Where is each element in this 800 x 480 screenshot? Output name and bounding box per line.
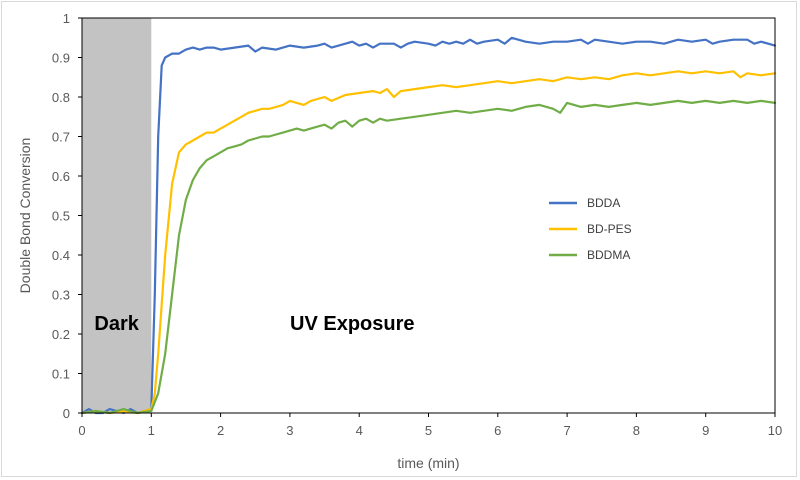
x-tick-label: 2 — [217, 423, 224, 438]
x-tick-label: 0 — [78, 423, 85, 438]
y-tick-label: 0.4 — [52, 248, 70, 263]
y-axis-label: Double Bond Conversion — [17, 138, 33, 294]
y-tick-label: 0.5 — [52, 209, 70, 224]
x-axis-label: time (min) — [397, 455, 459, 471]
y-tick-label: 0.7 — [52, 130, 70, 145]
y-tick-label: 0 — [63, 406, 70, 421]
x-tick-label: 9 — [702, 423, 709, 438]
y-tick-label: 1 — [63, 11, 70, 26]
legend-label: BD-PES — [587, 222, 632, 236]
x-tick-label: 7 — [563, 423, 570, 438]
y-tick-label: 0.2 — [52, 327, 70, 342]
x-tick-label: 1 — [148, 423, 155, 438]
legend-label: BDDMA — [587, 248, 630, 262]
uv-exposure-annotation: UV Exposure — [290, 313, 414, 335]
y-tick-label: 0.1 — [52, 367, 70, 382]
plot-area-border — [81, 17, 776, 414]
y-tick-label: 0.8 — [52, 90, 70, 105]
x-axis-ticks: 0 1 2 3 4 5 6 7 8 9 10 — [78, 413, 782, 438]
y-tick-label: 0.9 — [52, 51, 70, 66]
legend: BDDA BD-PES BDDMA — [549, 196, 632, 262]
x-tick-label: 3 — [286, 423, 293, 438]
x-tick-label: 4 — [356, 423, 363, 438]
y-tick-label: 0.6 — [52, 169, 70, 184]
y-axis-ticks: 0 0.1 0.2 0.3 0.4 0.5 0.6 0.7 0.8 0.9 1 — [52, 11, 82, 421]
y-tick-label: 0.3 — [52, 288, 70, 303]
series-line-bddma — [80, 99, 777, 415]
series-layer — [80, 36, 777, 415]
dark-region-shade — [82, 18, 152, 413]
dark-annotation: Dark — [94, 313, 139, 335]
series-line-bd-pes — [80, 70, 777, 415]
x-tick-label: 8 — [633, 423, 640, 438]
x-tick-label: 10 — [768, 423, 782, 438]
legend-label: BDDA — [587, 196, 620, 210]
x-tick-label: 5 — [425, 423, 432, 438]
dark-region-layer — [82, 18, 152, 413]
x-tick-label: 6 — [494, 423, 501, 438]
series-line-bdda — [80, 36, 777, 415]
